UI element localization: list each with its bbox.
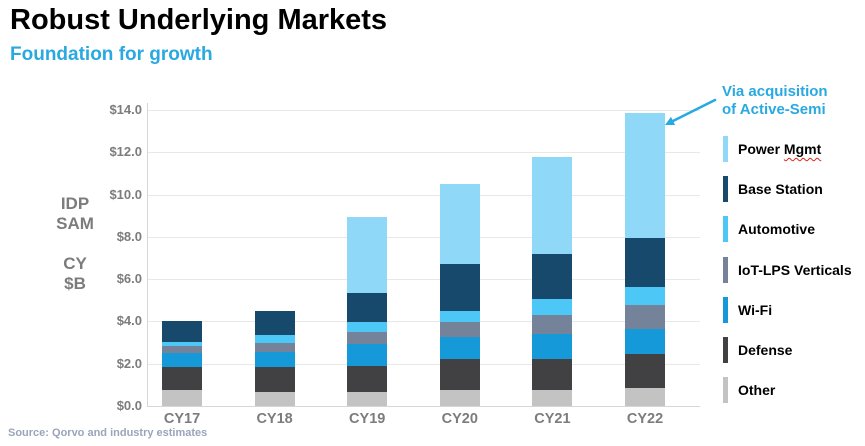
bar-segment-CY20-other: [439, 390, 480, 406]
bar-segment-CY20-defense: [439, 359, 480, 391]
annotation-active-semi: Via acquisition of Active-Semi: [722, 83, 828, 118]
gridline-12.0: [147, 152, 700, 154]
bar-segment-CY18-iot-lps-verticals: [254, 342, 295, 353]
bar-segment-CY22-wi-fi: [625, 328, 665, 355]
bar-segment-CY21-automotive: [532, 299, 573, 316]
y-axis-title: IDP SAM CY $B: [36, 194, 114, 294]
gridline-14.0: [147, 110, 700, 111]
bar-segment-CY21-other: [532, 390, 573, 406]
bar-segment-CY19-wi-fi: [347, 343, 388, 366]
bar-segment-CY21-power-mgmt: [532, 156, 573, 254]
bar-segment-CY22-base-station: [625, 237, 665, 287]
bar-segment-CY22-other: [625, 388, 665, 406]
annotation-line1: Via acquisition: [722, 83, 828, 100]
legend-swatch-automotive: [723, 216, 728, 243]
x-tick-label-CY19: CY19: [349, 411, 386, 427]
y-tick-label: $14.0: [109, 102, 142, 117]
legend-label-power-mgmt: Power Mgmt: [738, 141, 822, 157]
y-axis-title-line2: SAM: [56, 214, 94, 233]
page-title: Robust Underlying Markets: [10, 4, 388, 36]
gridline-8.0: [147, 236, 700, 238]
bar-segment-CY20-iot-lps-verticals: [439, 322, 480, 338]
bar-segment-CY22-defense: [625, 354, 665, 389]
bar-segment-CY20-wi-fi: [439, 337, 480, 360]
bar-segment-CY17-iot-lps-verticals: [162, 345, 202, 354]
bar-segment-CY19-defense: [347, 365, 388, 393]
bar-segment-CY18-other: [254, 392, 295, 406]
bar-segment-CY18-base-station: [254, 310, 295, 336]
bar-segment-CY20-base-station: [439, 264, 480, 311]
bar-segment-CY20-power-mgmt: [439, 184, 480, 265]
x-tick-label-CY22: CY22: [626, 411, 664, 427]
legend-label-iot-lps-verticals: IoT-LPS Verticals: [738, 261, 852, 278]
y-axis-title-line1: IDP: [60, 194, 90, 213]
legend-swatch-power-mgmt: [723, 136, 728, 162]
x-tick-label-CY20: CY20: [441, 411, 478, 427]
annotation-line2: of Active-Semi: [722, 100, 826, 118]
legend-swatch-defense: [723, 337, 728, 363]
bar-segment-CY19-automotive: [347, 322, 388, 332]
page-subtitle: Foundation for growth: [10, 44, 213, 65]
legend-label-other: Other: [738, 382, 776, 399]
legend-swatch-base-station: [723, 176, 728, 203]
bar-segment-CY21-defense: [532, 359, 573, 391]
y-axis-line: [147, 103, 148, 406]
bar-segment-CY19-power-mgmt: [347, 216, 388, 293]
bar-segment-CY21-iot-lps-verticals: [532, 315, 573, 335]
bar-segment-CY22-power-mgmt: [625, 113, 665, 238]
bar-segment-CY17-automotive: [162, 341, 202, 346]
bar-segment-CY19-base-station: [347, 292, 388, 323]
y-tick-label: $10.0: [109, 186, 142, 202]
legend-swatch-wi-fi: [723, 296, 728, 323]
bar-segment-CY17-other: [162, 390, 202, 406]
gridline-4.0: [147, 321, 700, 323]
y-tick-label: $4.0: [116, 313, 142, 329]
y-axis-title-line4: $B: [64, 274, 86, 293]
bar-segment-CY18-defense: [254, 366, 295, 393]
spellcheck-underline: Mgmt: [783, 141, 822, 157]
gridline-0.0: [147, 406, 700, 407]
bar-segment-CY19-iot-lps-verticals: [347, 332, 388, 344]
bar-segment-CY22-automotive: [625, 286, 665, 305]
y-tick-label: $2.0: [116, 355, 142, 371]
bar-segment-CY19-other: [347, 392, 388, 406]
y-tick-label: $6.0: [116, 271, 142, 287]
bar-segment-CY17-base-station: [162, 321, 202, 342]
gridline-10.0: [147, 194, 700, 196]
bar-segment-CY21-wi-fi: [532, 334, 573, 360]
y-axis-title-line3: CY: [63, 254, 87, 273]
legend-swatch-iot-lps-verticals: [723, 256, 728, 283]
x-tick-label-CY18: CY18: [256, 411, 293, 427]
x-tick-label-CY21: CY21: [534, 411, 571, 427]
bar-segment-CY17-defense: [162, 366, 202, 391]
gridline-2.0: [147, 363, 700, 365]
y-tick-label: $8.0: [116, 228, 142, 244]
legend-label-defense: Defense: [738, 342, 793, 358]
bar-segment-CY21-base-station: [532, 253, 573, 300]
bar-segment-CY20-automotive: [439, 310, 480, 323]
annotation-arrow-icon: [665, 98, 717, 125]
gridline-6.0: [147, 279, 700, 281]
bar-segment-CY22-iot-lps-verticals: [625, 304, 665, 329]
bar-segment-CY17-wi-fi: [162, 353, 202, 367]
legend-label-base-station: Base Station: [738, 181, 823, 198]
bar-segment-CY18-wi-fi: [254, 352, 295, 367]
y-tick-label: $0.0: [116, 398, 142, 413]
bar-segment-CY18-automotive: [254, 335, 295, 343]
y-tick-label: $12.0: [109, 144, 142, 160]
legend-swatch-other: [723, 377, 728, 404]
legend-label-wi-fi: Wi-Fi: [738, 301, 773, 318]
source-note: Source: Qorvo and industry estimates: [8, 427, 208, 439]
legend-label-automotive: Automotive: [738, 221, 815, 238]
x-tick-label-CY17: CY17: [163, 411, 201, 427]
